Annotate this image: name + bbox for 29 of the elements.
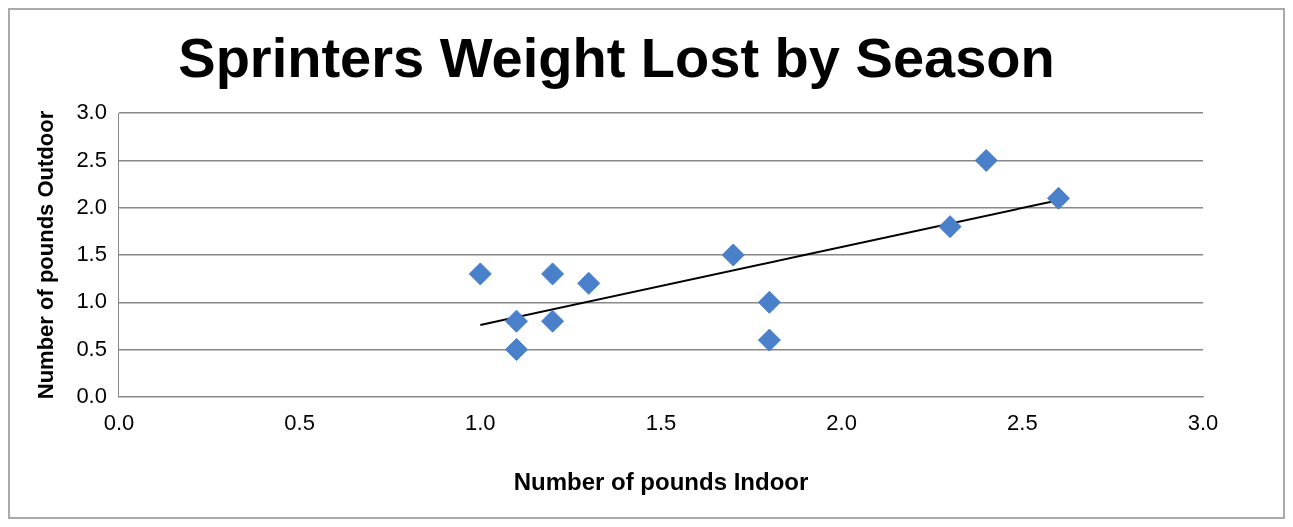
x-tick-label: 1.5 — [645, 410, 677, 436]
point — [938, 215, 962, 239]
point — [468, 262, 492, 286]
point — [721, 243, 745, 267]
point — [541, 309, 565, 333]
y-axis-title: Number of pounds Outdoor — [33, 110, 59, 400]
x-tick-label: 1.0 — [465, 410, 496, 436]
point — [577, 271, 601, 295]
point — [757, 290, 781, 314]
y-tick-label: 2.0 — [76, 193, 107, 219]
point — [1046, 186, 1070, 210]
y-tick-label: 1.5 — [76, 241, 107, 267]
y-tick-label: 0.0 — [76, 382, 107, 408]
chart-title: Sprinters Weight Lost by Season — [178, 26, 1055, 90]
point — [504, 338, 528, 362]
point — [504, 309, 528, 333]
x-tick-label: 2.5 — [1007, 410, 1038, 436]
y-tick-label: 2.5 — [76, 146, 107, 172]
y-tick-label: 3.0 — [76, 99, 107, 125]
x-axis-title: Number of pounds Indoor — [513, 468, 809, 496]
x-tick-label: 2.0 — [826, 410, 857, 436]
y-tick-label: 1.0 — [76, 288, 107, 314]
x-tick-label: 0.0 — [103, 410, 135, 436]
y-tick-label: 0.5 — [76, 335, 107, 361]
x-tick-label: 0.5 — [284, 410, 315, 436]
x-tick-label: 3.0 — [1187, 410, 1219, 436]
point — [974, 148, 998, 172]
point — [757, 328, 781, 352]
point — [541, 262, 565, 286]
